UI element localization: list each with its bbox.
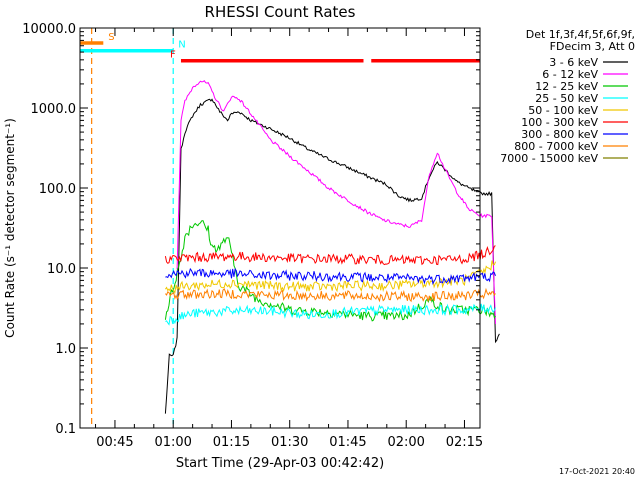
legend-label: 300 - 800 keV bbox=[521, 128, 598, 141]
y-axis-label: Count Rate (s⁻¹ detector segment⁻¹) bbox=[3, 118, 17, 338]
x-tick-label: 02:15 bbox=[446, 435, 483, 450]
series-line-5 bbox=[164, 245, 496, 266]
legend-header-2: FDecim 3, Att 0 bbox=[550, 40, 635, 53]
x-tick-label: 01:00 bbox=[154, 435, 191, 450]
legend-label: 7000 - 15000 keV bbox=[500, 152, 598, 165]
legend-label: 3 - 6 keV bbox=[549, 56, 598, 69]
legend-header-1: Det 1f,3f,4f,5f,6f,9f, bbox=[526, 28, 635, 41]
x-tick-label: 00:45 bbox=[96, 435, 133, 450]
x-tick-label: 01:30 bbox=[271, 435, 308, 450]
y-tick-label: 0.1 bbox=[55, 422, 76, 437]
footer-timestamp: 17-Oct-2021 20:40 bbox=[559, 467, 635, 476]
series-lines bbox=[164, 79, 500, 414]
series-line-1 bbox=[176, 79, 496, 324]
series-line-6 bbox=[165, 267, 496, 285]
flag-n-label: N bbox=[178, 40, 185, 51]
y-tick-label: 1000.0 bbox=[31, 102, 77, 117]
flag-s-label: S bbox=[108, 32, 114, 43]
legend-label: 6 - 12 keV bbox=[542, 68, 598, 81]
legend-label: 25 - 50 keV bbox=[535, 92, 598, 105]
x-tick-label: 02:00 bbox=[387, 435, 424, 450]
y-ticks: 0.1 1.0 10.0 100.0 1000.0 10000.0 bbox=[22, 22, 480, 437]
series-line-4 bbox=[164, 260, 496, 294]
x-tick-label: 01:45 bbox=[329, 435, 366, 450]
y-tick-label: 10.0 bbox=[47, 262, 76, 277]
y-tick-label: 1.0 bbox=[55, 342, 76, 357]
legend-label: 12 - 25 keV bbox=[535, 80, 598, 93]
y-tick-label: 100.0 bbox=[39, 182, 76, 197]
chart-title: RHESSI Count Rates bbox=[205, 3, 356, 21]
legend-label: 50 - 100 keV bbox=[528, 104, 598, 117]
plot-frame bbox=[79, 27, 481, 429]
x-tick-label: 01:15 bbox=[213, 435, 250, 450]
y-tick-label: 10000.0 bbox=[22, 22, 76, 37]
series-line-2 bbox=[164, 220, 496, 322]
x-axis-label: Start Time (29-Apr-03 00:42:42) bbox=[176, 456, 384, 471]
series-line-7 bbox=[165, 287, 496, 303]
legend-label: 100 - 300 keV bbox=[521, 116, 598, 129]
legend-label: 800 - 7000 keV bbox=[514, 140, 598, 153]
series-line-3 bbox=[165, 303, 496, 326]
flag-f-label: F bbox=[170, 50, 176, 61]
plot-area bbox=[91, 28, 174, 428]
flag-bars: S NF bbox=[80, 32, 480, 63]
x-ticks: 00:45 01:00 01:15 01:30 01:45 02:00 02:15 bbox=[95, 28, 483, 450]
